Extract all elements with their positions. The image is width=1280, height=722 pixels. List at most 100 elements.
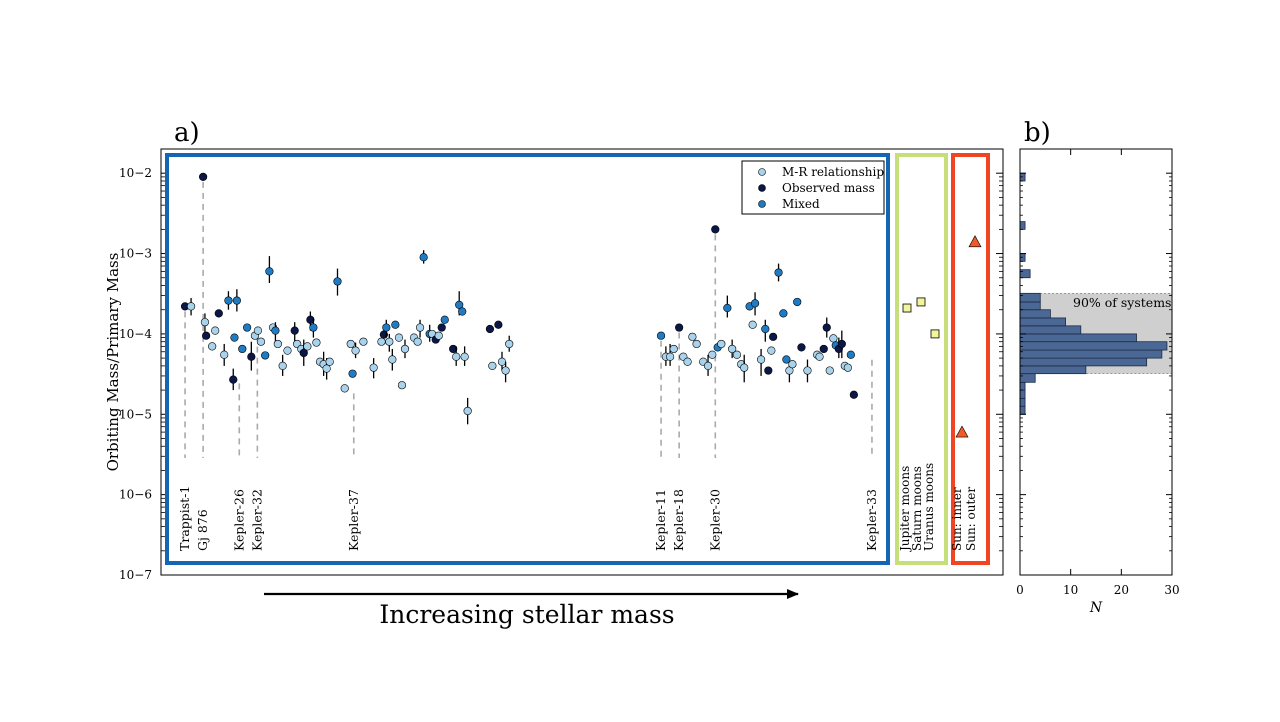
data-point-observed — [247, 352, 256, 361]
data-point-mr — [359, 337, 368, 346]
data-point-mixed — [391, 320, 400, 329]
data-point-mr — [369, 363, 378, 372]
moon-marker — [902, 303, 912, 313]
data-point-mr — [708, 350, 717, 359]
data-point-mixed — [723, 303, 732, 313]
data-point-mr — [829, 334, 838, 343]
y-tick-label: 10−7 — [119, 568, 152, 582]
data-point-mixed — [846, 350, 855, 359]
y-tick-label: 10−6 — [119, 488, 152, 502]
data-point-mr — [497, 357, 507, 366]
data-point-mr — [283, 346, 292, 355]
data-point-mr — [220, 350, 229, 359]
data-point-mixed — [750, 299, 760, 308]
data-point-mixed — [348, 369, 357, 378]
system-labels: Trappist-1 Gj 876 Kepler-26 Kepler-32 Kepler… — [177, 486, 879, 551]
data-point-mr — [669, 344, 678, 354]
solar-label: Uranus moons — [922, 463, 936, 551]
y-tick-label: 10−2 — [119, 166, 152, 180]
data-point-observed — [437, 323, 446, 332]
system-label: Trappist-1 — [177, 486, 192, 551]
data-point-mr — [460, 352, 469, 361]
data-point-mr — [505, 339, 514, 349]
system-label: Kepler-26 — [231, 489, 246, 551]
data-point-mixed — [232, 296, 241, 305]
data-point-mixed — [458, 307, 467, 316]
data-point-mr — [843, 363, 852, 372]
data-point-mixed — [440, 315, 449, 324]
histogram-bar — [1019, 373, 1036, 383]
data-point-mr — [740, 363, 749, 372]
data-point-mixed — [455, 300, 464, 309]
data-point-mr — [688, 332, 697, 341]
y-axis-label: Orbiting Mass/Primary Mass — [104, 253, 122, 472]
histogram-bar — [1019, 221, 1026, 230]
data-point-mixed — [309, 323, 318, 332]
x-axis-label: N — [1089, 600, 1103, 616]
data-point-mixed — [779, 309, 788, 318]
sun-marker — [968, 235, 982, 248]
data-point-mr — [253, 326, 263, 335]
system-label: Kepler-11 — [653, 489, 668, 551]
data-point-mr — [303, 342, 312, 351]
data-point-mixed — [243, 323, 252, 332]
system-label: Kepler-37 — [346, 489, 361, 551]
data-point-mr — [273, 339, 282, 349]
data-point-observed — [199, 172, 208, 181]
histogram-bar — [1019, 389, 1026, 399]
data-point-observed — [711, 225, 720, 234]
data-point-mixed — [265, 267, 274, 276]
histogram-bar — [1019, 333, 1137, 343]
data-point-mr — [728, 344, 737, 354]
histogram-bar — [1019, 365, 1087, 375]
legend: M-R relationship Observed mass Mixed — [741, 160, 885, 215]
data-point-observed — [819, 344, 828, 354]
data-point-mixed — [271, 326, 280, 335]
exoplanet-box — [165, 153, 890, 565]
data-point-mixed — [761, 324, 770, 334]
data-point-observed — [290, 326, 299, 335]
histogram-bar — [1019, 357, 1148, 367]
x-tick-label: 20 — [1114, 583, 1129, 597]
data-point-mr — [767, 346, 776, 355]
data-point-mr — [803, 366, 812, 375]
panel-b-frame — [1019, 148, 1173, 576]
legend-entry-observed: Observed mass — [782, 181, 875, 195]
data-point-mixed — [261, 351, 270, 360]
moon-marker — [916, 297, 926, 307]
data-point-mr — [394, 333, 404, 342]
legend-entry-mixed: Mixed — [782, 197, 820, 211]
data-point-observed — [769, 332, 778, 341]
panel-a-ticks: 10−7 10−6 10−5 10−4 10−3 10−2 — [119, 148, 1003, 582]
data-point-mr — [756, 355, 766, 364]
data-point-mr — [211, 326, 220, 335]
histogram-bar — [1019, 381, 1026, 391]
histogram-bar — [1019, 301, 1041, 311]
data-point-mixed — [238, 344, 247, 354]
system-label: Kepler-32 — [249, 489, 264, 551]
x-tick-label: 10 — [1063, 583, 1078, 597]
y-tick-label: 10−4 — [119, 327, 152, 341]
solar-label: Sun: outer — [964, 487, 978, 551]
moon-marker — [930, 329, 940, 339]
legend-marker-mr — [758, 168, 766, 176]
panel-b-ticks: 0 10 20 30 — [1016, 148, 1180, 597]
data-point-observed — [837, 339, 846, 349]
histogram-bar — [1019, 292, 1041, 303]
data-point-mr — [415, 323, 425, 332]
data-point-observed — [202, 331, 211, 340]
data-point-mr — [340, 384, 349, 393]
data-point-mr — [388, 355, 397, 364]
data-point-mixed — [782, 355, 791, 364]
solar-label: Saturn moons — [910, 466, 924, 551]
data-point-observed — [822, 323, 831, 332]
sun-box — [951, 153, 990, 565]
histogram-annotation: 90% of systems — [1073, 295, 1171, 310]
data-point-mr — [788, 360, 797, 369]
histogram-bar — [1019, 309, 1051, 319]
data-point-mr — [208, 342, 217, 351]
data-point-mr — [256, 337, 266, 346]
data-point-mr — [377, 337, 386, 346]
data-point-mixed — [382, 323, 391, 332]
